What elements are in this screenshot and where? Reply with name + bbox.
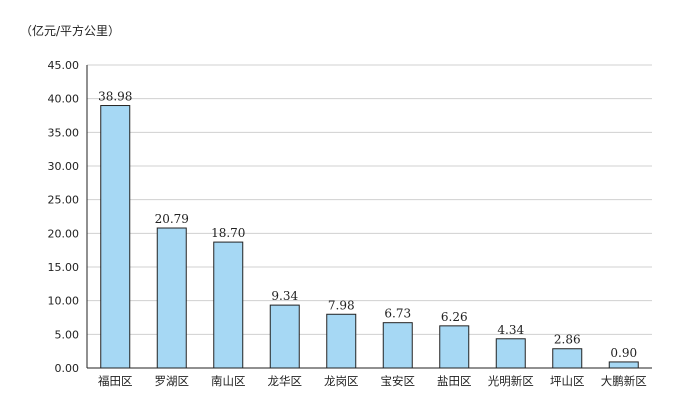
- data-label: 4.34: [497, 323, 524, 337]
- bar: [269, 304, 300, 369]
- x-tick-label: 罗湖区: [155, 374, 190, 388]
- bar: [156, 227, 187, 369]
- data-label: 38.98: [98, 90, 132, 104]
- y-tick-label: 5.00: [55, 328, 80, 341]
- bar: [552, 348, 583, 369]
- x-tick-label: 光明新区: [488, 374, 534, 388]
- bar: [213, 241, 244, 369]
- data-label: 6.26: [441, 310, 468, 324]
- y-tick-label: 10.00: [48, 295, 80, 308]
- bar: [326, 313, 357, 369]
- x-tick-label: 龙岗区: [324, 374, 359, 388]
- y-tick-label: 45.00: [48, 59, 80, 72]
- y-tick-label: 25.00: [48, 194, 80, 207]
- bar: [495, 338, 526, 369]
- data-label: 2.86: [554, 333, 581, 347]
- y-tick-label: 0.00: [55, 362, 80, 375]
- y-tick-label: 40.00: [48, 93, 80, 106]
- data-label: 18.70: [211, 226, 245, 240]
- data-label: 20.79: [155, 212, 189, 226]
- x-tick-label: 坪山区: [550, 374, 585, 388]
- y-tick-label: 35.00: [48, 126, 80, 139]
- x-tick-label: 宝安区: [381, 374, 416, 388]
- bar: [608, 361, 639, 369]
- y-unit-label: （亿元/平方公里）: [20, 24, 121, 38]
- x-tick-label: 盐田区: [437, 374, 472, 388]
- data-label: 6.73: [384, 307, 411, 321]
- bar: [382, 322, 413, 369]
- y-tick-label: 30.00: [48, 160, 80, 173]
- y-tick-label: 20.00: [48, 227, 80, 240]
- data-label: 0.90: [610, 346, 637, 360]
- x-tick-label: 龙华区: [268, 374, 303, 388]
- y-tick-label: 15.00: [48, 261, 80, 274]
- x-tick-label: 福田区: [98, 374, 133, 388]
- x-tick-label: 大鹏新区: [601, 374, 647, 388]
- data-label: 7.98: [328, 298, 355, 312]
- x-tick-label: 南山区: [211, 374, 246, 388]
- bar: [100, 105, 131, 369]
- bar: [439, 325, 470, 369]
- data-label: 9.34: [271, 289, 298, 303]
